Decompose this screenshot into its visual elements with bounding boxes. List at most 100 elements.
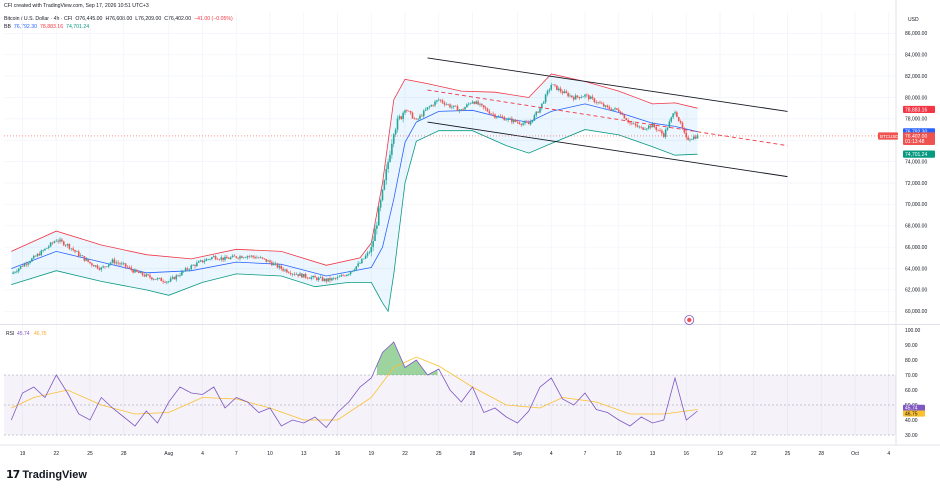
time-tick-label: 25 [436, 451, 442, 457]
candle-body [286, 269, 288, 273]
candle-body [327, 278, 329, 282]
candle-body [222, 257, 224, 260]
candle-body [100, 267, 103, 270]
candle-body [370, 246, 373, 253]
symbol-name[interactable]: Bitcoin / U.S. Dollar · 4h · CFI [4, 16, 73, 22]
time-tick-label: 13 [650, 451, 656, 457]
candle-body [175, 275, 178, 280]
credit-line: CFI created with TradingView.com, Sep 17… [4, 3, 149, 9]
candle-body [616, 108, 618, 110]
candle-body [655, 126, 658, 130]
candle-body [447, 104, 449, 105]
symbol-tag-box [878, 132, 898, 140]
candle-body [374, 228, 376, 242]
candle-body [92, 265, 95, 267]
candle-body [107, 264, 110, 267]
candle-body [177, 275, 179, 277]
candle-body [295, 274, 298, 275]
rsi-ma-legend-value: 46.75 [34, 331, 47, 337]
bb-legend-line[interactable]: BB 76,792.30 78,883.16 74,701.24 [4, 24, 92, 30]
price-axis-label: 78,883.16 [905, 107, 927, 113]
rsi-value-box [903, 404, 925, 411]
candle-body [497, 116, 500, 118]
candle-body [490, 113, 493, 115]
candle-body [205, 259, 208, 261]
candle-body [479, 103, 481, 105]
candle-body [434, 101, 436, 106]
candle-body [612, 109, 614, 111]
candle-body [379, 200, 382, 208]
candle-body [415, 118, 418, 120]
candle-body [297, 274, 299, 276]
candle-body [527, 122, 530, 125]
candle-body [332, 278, 335, 279]
candle-body [436, 100, 438, 102]
candle-body [70, 248, 73, 250]
candle-body [542, 102, 545, 104]
candle-body [139, 272, 142, 274]
candle-body [355, 266, 358, 270]
tradingview-wordmark: TradingView [22, 468, 87, 481]
candle-body [347, 274, 350, 275]
candle-body [526, 121, 528, 123]
tradingview-brand[interactable]: 17 TradingView [6, 468, 87, 481]
rsi-tick-label: 30.00 [905, 433, 918, 439]
candle-body [554, 84, 556, 86]
candle-body [467, 103, 470, 105]
candle-body [98, 268, 101, 270]
candle-body [460, 109, 463, 110]
candle-body [289, 273, 292, 275]
candle-body [653, 123, 656, 127]
candle-body [188, 269, 191, 270]
candle-body [49, 242, 52, 247]
candle-body [192, 265, 194, 266]
candle-body [462, 109, 464, 110]
candle-body [674, 112, 676, 114]
candle-body [535, 111, 538, 116]
time-tick-label: 22 [53, 451, 59, 457]
candle-body [437, 99, 440, 101]
candle-body [572, 97, 575, 100]
candle-body [422, 110, 425, 117]
candle-body [38, 253, 41, 256]
candle-body [59, 239, 61, 242]
candle-body [456, 106, 459, 111]
candle-body [589, 96, 592, 100]
candle-body [471, 101, 474, 104]
candle-body [619, 111, 622, 115]
candle-body [625, 118, 628, 121]
candle-body [679, 121, 682, 123]
candle-body [16, 271, 18, 273]
candle-body [657, 129, 659, 131]
candle-body [27, 263, 29, 265]
candle-body [199, 260, 202, 262]
candle-body [344, 275, 346, 277]
candle-body [439, 99, 442, 101]
candle-body [291, 273, 294, 275]
candle-body [79, 255, 82, 257]
rsi-tick-label: 80.00 [905, 358, 918, 364]
candle-body [299, 273, 301, 276]
candle-body [396, 118, 399, 130]
candle-body [503, 117, 506, 121]
candle-body [349, 271, 352, 275]
candle-body [640, 126, 643, 128]
candle-body [244, 257, 247, 259]
symbol-tag: BTCUSD [880, 134, 899, 139]
price-axis-label: 76,402.00 [905, 134, 927, 140]
candle-body [400, 116, 403, 119]
candle-body [246, 256, 249, 258]
candle-body [259, 257, 262, 259]
candle-body [469, 103, 472, 105]
candle-body [569, 95, 571, 97]
bollinger-lower-line [11, 129, 698, 313]
candle-body [651, 123, 654, 128]
candle-body [76, 251, 78, 253]
candle-body [419, 115, 421, 119]
candle-body [411, 112, 414, 119]
candle-body [134, 269, 136, 273]
candle-body [677, 117, 680, 122]
candle-body [481, 103, 483, 106]
candle-body [389, 154, 391, 162]
